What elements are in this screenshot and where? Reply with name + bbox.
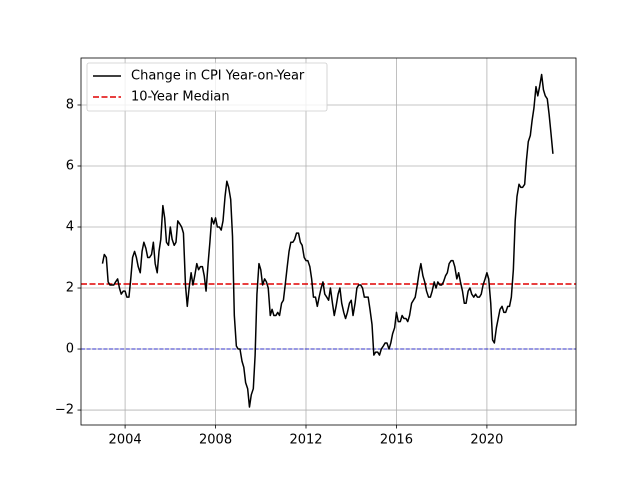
y-tick-label: 4 [66,220,74,235]
y-tick-label: 2 [66,281,74,296]
legend-label: 10-Year Median [131,90,230,105]
plot-frame [80,57,577,426]
x-tick-label: 2008 [199,433,232,448]
y-tick-label: −2 [55,403,74,418]
data-line [101,73,554,408]
y-tick-label: 8 [66,97,74,112]
y-tick-label: 6 [66,158,74,173]
y-tick-label: 0 [66,342,74,357]
x-tick-label: 2004 [109,433,142,448]
x-tick-label: 2016 [380,433,413,448]
legend-label: Change in CPI Year-on-Year [131,69,305,84]
x-tick-label: 2020 [470,433,503,448]
x-tick-label: 2012 [289,433,322,448]
legend-box [86,62,328,112]
